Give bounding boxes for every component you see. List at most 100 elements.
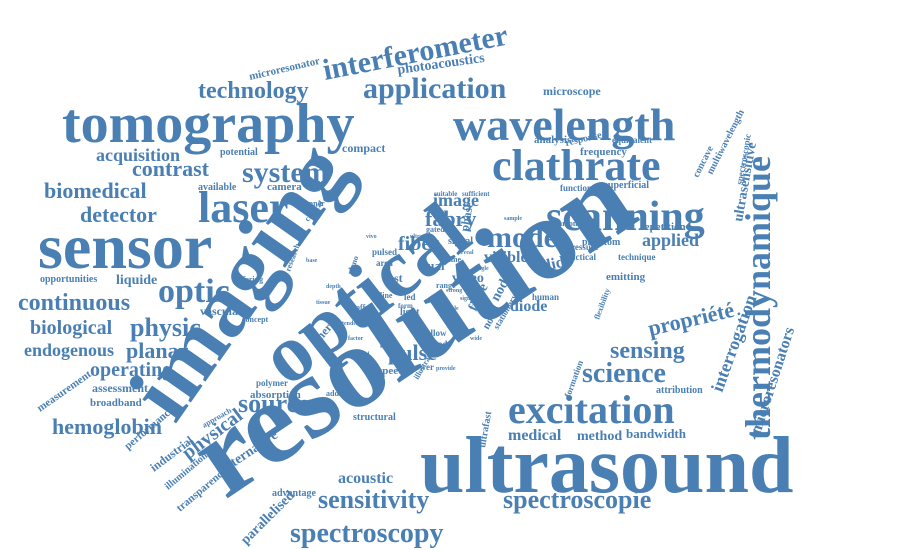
word-tomography: tomography — [62, 93, 354, 155]
word-microscope: microscope — [543, 84, 601, 98]
word-light: light — [400, 307, 420, 318]
word-hemoglobin: hemoglobin — [52, 414, 162, 439]
word-diode: diode — [510, 298, 547, 315]
word-system: system — [242, 156, 329, 189]
word-reveal: reveal — [458, 250, 474, 256]
word-potential: potential — [220, 147, 258, 158]
word-blood: blood — [426, 339, 448, 349]
word-sample: sample — [504, 216, 522, 222]
word-sensing: sensing — [610, 338, 685, 364]
word-signal: signal — [448, 236, 473, 247]
word-acquisition: acquisition — [96, 145, 180, 165]
word-biomedical: biomedical — [44, 178, 147, 203]
word-spectroscopy: spectroscopy — [290, 518, 443, 549]
word-thermodynamique: thermodynamique — [738, 156, 778, 440]
word-field: field — [358, 352, 370, 358]
word-polymer: polymer — [256, 378, 288, 388]
word-equivalent: equivalent — [612, 135, 652, 145]
word-scope: scope — [380, 344, 394, 350]
word-suitable: suitable — [434, 190, 457, 198]
word-fabry: fabry — [425, 206, 476, 231]
word-medical: medical — [508, 427, 562, 444]
word-gated: gated — [426, 225, 445, 234]
word-dual: dual — [420, 258, 445, 273]
word-fast: fast — [384, 271, 403, 285]
word-excitation: excitation — [508, 387, 675, 432]
word-structural: structural — [353, 412, 396, 423]
word-contrast: contrast — [132, 156, 210, 181]
word-laser: laser — [198, 183, 288, 232]
word-form: form — [398, 302, 413, 310]
word-advantage: advantage — [272, 488, 316, 499]
word-detector: detector — [80, 202, 157, 227]
word-biological: biological — [30, 317, 113, 339]
word-sign: sign — [460, 296, 471, 302]
word-tissue: tissue — [316, 300, 331, 306]
word-sufficient: sufficient — [462, 190, 490, 198]
word-technique: technique — [618, 252, 656, 262]
word-tender: tender — [342, 321, 359, 327]
word-area: area — [376, 258, 393, 268]
word-video: video — [452, 271, 484, 286]
word-concept: concept — [242, 315, 269, 324]
word-functional: functional — [560, 183, 600, 193]
word-allow: allow — [426, 328, 447, 338]
word-technology: technology — [198, 78, 309, 104]
word-available: available — [198, 182, 237, 193]
word-strong: strong — [446, 288, 462, 294]
word-phase: phase — [457, 201, 476, 233]
word-cost: cost — [446, 318, 456, 324]
word-factor: factor — [348, 336, 364, 342]
word-pressure: pressure — [566, 242, 599, 252]
word-scanner: scanner — [298, 199, 325, 208]
word-vivo: vivo — [366, 234, 377, 240]
word-provide: provide — [436, 366, 456, 372]
word-fiber: fiber — [398, 233, 439, 255]
word-offer: offer — [356, 303, 373, 312]
word-ultrasound: ultrasound — [420, 422, 793, 510]
word-acoustic: acoustic — [338, 470, 393, 487]
word-speed: speed — [378, 365, 404, 377]
word-measurement: measurement — [35, 368, 94, 414]
word-pulsed: pulsed — [372, 247, 397, 257]
word-stage: stage — [318, 316, 331, 322]
word-wide: wide — [470, 336, 482, 342]
word-flexibility: flexibility — [592, 287, 612, 321]
word-operating: operating — [90, 359, 172, 381]
word-frequency: frequency — [580, 146, 627, 158]
word-science: science — [582, 358, 666, 389]
word-assessment: assessment — [92, 381, 148, 395]
word-emitting: emitting — [606, 271, 646, 283]
word-power: power — [410, 362, 434, 372]
word-bandwidth: bandwidth — [626, 426, 687, 441]
word-sensitivity: sensitivity — [318, 485, 429, 514]
word-method: method — [577, 429, 622, 444]
word-source: source — [238, 389, 310, 418]
word-spectroscopie: spectroscopie — [503, 485, 651, 514]
word-optic: optic — [158, 273, 230, 310]
word-application: application — [363, 72, 507, 105]
word-propriete: propriété — [646, 297, 737, 341]
word-clathrate: clathrate — [492, 141, 661, 190]
word-wavelength: wavelength — [453, 99, 675, 150]
word-scanning: scanning — [546, 194, 705, 240]
word-line: line — [380, 291, 393, 300]
word-compact: compact — [342, 141, 385, 155]
word-attribution: attribution — [656, 385, 703, 396]
word-camera: camera — [267, 181, 302, 193]
word-planar: planar — [126, 338, 189, 363]
word-sensor: sensor — [38, 211, 212, 282]
word-superficial: superficial — [604, 180, 649, 191]
word-base: base — [306, 258, 318, 264]
word-depth: depth — [326, 284, 341, 290]
word-vascular: vascular — [200, 304, 244, 318]
word-single: single — [474, 266, 489, 272]
word-visible: visible — [484, 249, 528, 266]
word-ultra: ultra — [410, 234, 423, 240]
word-addition: addition — [326, 389, 355, 398]
word-opportunities: opportunities — [40, 274, 97, 285]
word-analysis: analysis — [534, 134, 572, 146]
word-practical: practical — [562, 252, 596, 262]
